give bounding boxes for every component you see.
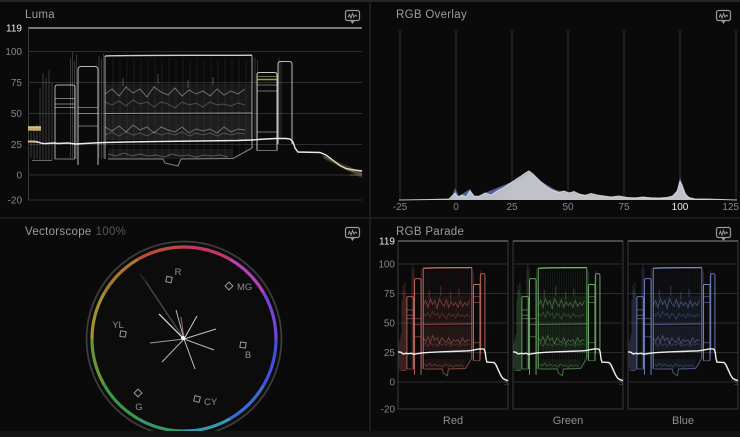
luma-scale-75: 75 bbox=[11, 78, 23, 89]
overlay-axis-0: 0 bbox=[453, 202, 459, 213]
parade-scale-0: 0 bbox=[389, 378, 395, 389]
parade-scale-75: 75 bbox=[384, 289, 396, 300]
overlay-axis-neg25: -25 bbox=[393, 202, 408, 213]
vectorscope-panel-title: Vectorscope 100% bbox=[25, 226, 126, 238]
luma-panel-title: Luma bbox=[25, 9, 55, 21]
luma-scale-25: 25 bbox=[11, 140, 23, 151]
parade-label-green: Green bbox=[553, 415, 584, 427]
target-label-b: B bbox=[245, 350, 251, 361]
rgb-parade-panel: RGB Parade 119 100 75 50 25 0 -20 bbox=[371, 219, 740, 431]
parade-scale-50: 50 bbox=[384, 319, 396, 330]
parade-label-red: Red bbox=[443, 415, 463, 427]
bottom-divider bbox=[0, 431, 740, 437]
luma-scale-neg20: -20 bbox=[8, 196, 23, 207]
luma-scale-100: 100 bbox=[5, 47, 22, 58]
rgb-overlay-histogram bbox=[398, 170, 738, 201]
rgb-parade-plot: 119 100 75 50 25 0 -20 bbox=[378, 237, 739, 427]
parade-scale-119: 119 bbox=[379, 237, 395, 248]
overlay-axis-50: 50 bbox=[562, 202, 574, 213]
target-label-mg: MG bbox=[237, 282, 252, 293]
parade-green-trace bbox=[512, 263, 624, 386]
rgb-parade-scope-options-button[interactable] bbox=[715, 226, 732, 242]
vectorscope-title-text: Vectorscope bbox=[25, 226, 92, 238]
overlay-grid bbox=[399, 30, 737, 200]
luma-color-accents bbox=[28, 76, 362, 178]
parade-blue-trace bbox=[627, 263, 739, 386]
top-divider bbox=[0, 0, 740, 2]
vectorscope-hue-ring bbox=[90, 245, 278, 431]
skin-tone-line bbox=[139, 273, 185, 340]
luma-scale-0: 0 bbox=[16, 171, 22, 182]
parade-label-blue: Blue bbox=[672, 415, 694, 427]
overlay-axis-75: 75 bbox=[618, 202, 630, 213]
vectorscope-targets bbox=[119, 275, 247, 403]
scope-display-options-icon bbox=[715, 226, 732, 241]
target-label-g: G bbox=[135, 402, 142, 413]
target-box-yl bbox=[119, 330, 127, 338]
luma-scale-119: 119 bbox=[6, 24, 22, 35]
target-box-cy bbox=[193, 395, 201, 403]
target-box-b bbox=[239, 341, 247, 349]
rgb-overlay-scope-panel: RGB Overlay -25 0 25 50 75 bbox=[371, 2, 740, 217]
luma-waveform-plot: 119 100 75 50 25 0 -20 bbox=[5, 24, 363, 207]
parade-scale-neg20: -20 bbox=[381, 405, 396, 416]
vectorscope-trace bbox=[149, 309, 217, 370]
target-box-mg bbox=[224, 281, 234, 291]
parade-scale-25: 25 bbox=[384, 348, 396, 359]
scope-display-options-icon bbox=[344, 9, 361, 24]
vectorscope-plot: R MG YL B CY G bbox=[85, 240, 283, 431]
parade-scale-100: 100 bbox=[378, 260, 395, 271]
vectorscope-scope-options-button[interactable] bbox=[344, 226, 361, 242]
rgb-overlay-scope-options-button[interactable] bbox=[715, 9, 732, 25]
target-box-r bbox=[165, 275, 173, 284]
overlay-axis-25: 25 bbox=[506, 202, 518, 213]
vectorscope-zoom-level: 100% bbox=[95, 226, 127, 238]
rgb-overlay-histogram-plot: -25 0 25 50 75 100 125 bbox=[393, 30, 739, 213]
luma-scope-options-button[interactable] bbox=[344, 9, 361, 25]
luma-scale-50: 50 bbox=[11, 109, 23, 120]
target-box-g bbox=[133, 388, 143, 398]
scope-display-options-icon bbox=[715, 9, 732, 24]
vectorscope-panel: Vectorscope 100% bbox=[0, 219, 369, 431]
rgb-parade-panel-title: RGB Parade bbox=[396, 226, 465, 238]
luma-scope-panel: Luma bbox=[0, 2, 369, 217]
target-label-cy: CY bbox=[204, 397, 218, 408]
overlay-axis-100: 100 bbox=[672, 202, 689, 213]
rgb-overlay-panel-title: RGB Overlay bbox=[396, 9, 468, 21]
target-label-r: R bbox=[175, 267, 182, 278]
overlay-axis-125: 125 bbox=[722, 202, 739, 213]
target-label-yl: YL bbox=[112, 320, 124, 331]
scope-display-options-icon bbox=[344, 226, 361, 241]
parade-red-trace bbox=[397, 263, 509, 386]
